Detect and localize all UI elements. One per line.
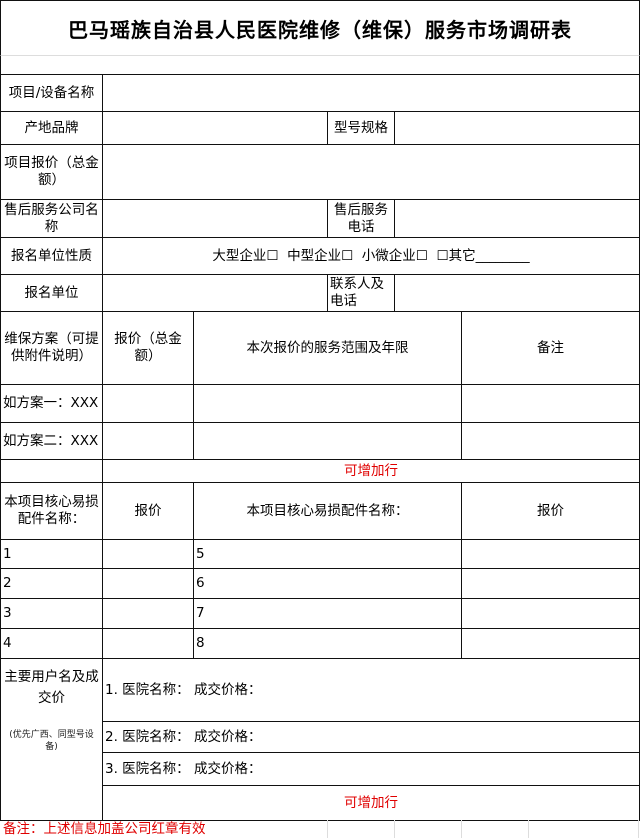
- part-number[interactable]: 7: [193, 598, 462, 629]
- part-quote-input[interactable]: [461, 568, 640, 599]
- user-row[interactable]: 2. 医院名称： 成交价格：: [102, 721, 640, 753]
- label-contact: 联系人及电话: [327, 274, 395, 312]
- label-unit: 报名单位: [0, 274, 103, 312]
- part-quote-input[interactable]: [461, 539, 640, 569]
- user-row[interactable]: 1. 医院名称： 成交价格：: [102, 658, 640, 722]
- parts-header-name-right: 本项目核心易损配件名称：: [193, 482, 462, 540]
- part-number[interactable]: 5: [193, 539, 462, 569]
- part-number[interactable]: 1: [0, 539, 103, 569]
- part-quote-input[interactable]: [102, 598, 194, 629]
- input-unit[interactable]: [102, 274, 328, 312]
- plan-row-label: 如方案一：XXX: [0, 384, 103, 423]
- users-add-rows-note: 可增加行: [102, 785, 640, 821]
- gridline: [528, 820, 529, 838]
- plans-header-plan: 维保方案（可提供附件说明）: [0, 311, 103, 385]
- label-service-phone: 售后服务电话: [327, 199, 395, 238]
- plan-remark-input[interactable]: [461, 422, 640, 460]
- label-brand: 产地品牌: [0, 111, 103, 145]
- empty-cell: [0, 459, 103, 483]
- parts-header-quote-right: 报价: [461, 482, 640, 540]
- parts-header-quote-left: 报价: [102, 482, 194, 540]
- plan-row-label: 如方案二：XXX: [0, 422, 103, 460]
- input-contact[interactable]: [394, 274, 640, 312]
- spacer-row: [0, 56, 640, 74]
- parts-header-name-left: 本项目核心易损配件名称：: [0, 482, 103, 540]
- part-number[interactable]: 2: [0, 568, 103, 599]
- part-quote-input[interactable]: [102, 568, 194, 599]
- input-total-quote[interactable]: [102, 144, 640, 200]
- label-service-company: 售后服务公司名称: [0, 199, 103, 238]
- form-title: 巴马瑶族自治县人民医院维修（维保）服务市场调研表: [0, 0, 640, 56]
- users-label-cell: 主要用户名及成交价 (优先广西、同型号设备): [0, 658, 103, 821]
- gridline: [461, 820, 462, 838]
- input-item-name[interactable]: [102, 74, 640, 112]
- plan-remark-input[interactable]: [461, 384, 640, 423]
- part-quote-input[interactable]: [102, 539, 194, 569]
- part-number[interactable]: 4: [0, 628, 103, 659]
- part-number[interactable]: 8: [193, 628, 462, 659]
- plan-quote-input[interactable]: [102, 422, 194, 460]
- part-quote-input[interactable]: [102, 628, 194, 659]
- plan-quote-input[interactable]: [102, 384, 194, 423]
- plans-add-rows-note: 可增加行: [102, 459, 640, 483]
- gridline: [327, 820, 328, 838]
- input-service-company[interactable]: [102, 199, 328, 238]
- gridline: [638, 820, 639, 838]
- part-number[interactable]: 6: [193, 568, 462, 599]
- plan-scope-input[interactable]: [193, 384, 462, 423]
- plans-header-remark: 备注: [461, 311, 640, 385]
- label-total-quote: 项目报价（总金额）: [0, 144, 103, 200]
- label-item-name: 项目/设备名称: [0, 74, 103, 112]
- part-quote-input[interactable]: [461, 598, 640, 629]
- gridline: [394, 820, 395, 838]
- plans-header-scope: 本次报价的服务范围及年限: [193, 311, 462, 385]
- users-sub-label: (优先广西、同型号设备): [9, 730, 94, 752]
- user-row[interactable]: 3. 医院名称： 成交价格：: [102, 752, 640, 786]
- remark-note: 备注：上述信息加盖公司红章有效: [3, 821, 206, 837]
- plan-scope-input[interactable]: [193, 422, 462, 460]
- input-brand[interactable]: [102, 111, 328, 145]
- label-unit-type: 报名单位性质: [0, 237, 103, 275]
- part-number[interactable]: 3: [0, 598, 103, 629]
- part-quote-input[interactable]: [461, 628, 640, 659]
- input-service-phone[interactable]: [394, 199, 640, 238]
- unit-type-options[interactable]: 大型企业☐ 中型企业☐ 小微企业☐ ☐其它________: [102, 237, 640, 275]
- input-model[interactable]: [394, 111, 640, 145]
- label-model: 型号规格: [327, 111, 395, 145]
- users-label: 主要用户名及成交价: [4, 669, 99, 706]
- plans-header-quote: 报价（总金额）: [102, 311, 194, 385]
